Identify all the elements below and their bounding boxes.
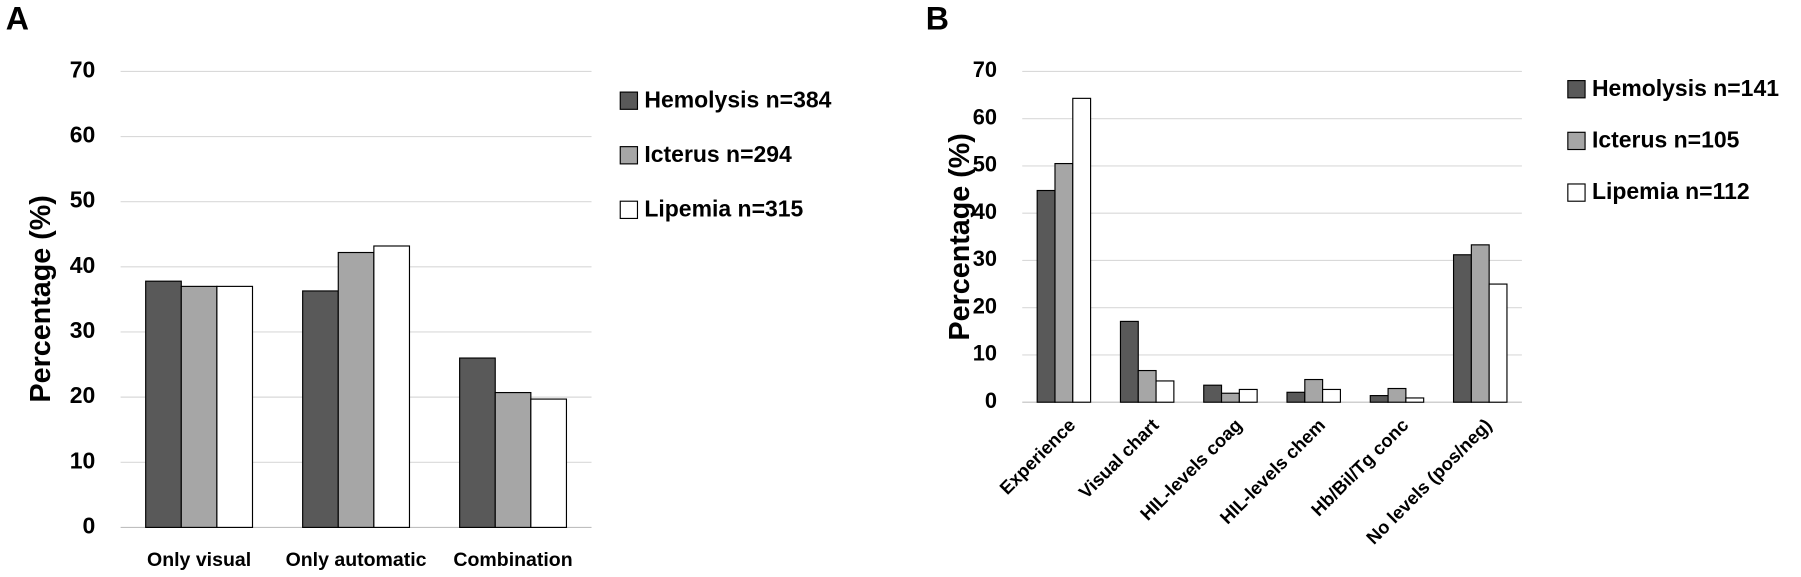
bar — [1137, 369, 1157, 403]
bar — [1322, 388, 1341, 403]
legend-swatch — [619, 146, 639, 165]
y-tick-label: 70 — [70, 56, 96, 82]
bar — [302, 290, 339, 528]
bar — [1155, 380, 1175, 403]
x-tick-label: Experience — [995, 414, 1079, 498]
legend-label: Lipemia n=315 — [644, 195, 803, 221]
y-axis-label: Percentage (%) — [944, 133, 976, 340]
bar — [373, 245, 411, 528]
bar — [1238, 388, 1258, 403]
y-axis-label: Percentage (%) — [25, 195, 57, 402]
bar — [1119, 320, 1139, 403]
bar — [180, 285, 218, 528]
bar — [145, 280, 182, 528]
y-tick-label: 10 — [70, 447, 96, 473]
y-tick-label: 50 — [70, 187, 96, 213]
legend-swatch — [619, 91, 639, 110]
x-tick-label: Combination — [453, 549, 572, 571]
bar — [1304, 378, 1324, 403]
bar — [337, 251, 375, 528]
y-tick-label: 70 — [973, 57, 997, 82]
bar — [216, 285, 254, 528]
bar — [1488, 283, 1508, 403]
bar — [459, 357, 496, 528]
legend-swatch — [1567, 80, 1586, 99]
bar — [1054, 162, 1074, 403]
legend-label: Lipemia n=112 — [1592, 178, 1750, 204]
y-tick-label: 0 — [83, 512, 96, 538]
legend-label: Icterus n=294 — [644, 141, 792, 167]
panel-label: A — [6, 0, 29, 36]
y-tick-label: 20 — [70, 382, 96, 408]
legend-swatch — [1567, 183, 1586, 202]
legend-swatch — [619, 200, 639, 220]
y-tick-label: 40 — [70, 252, 96, 278]
bar — [1203, 384, 1223, 403]
bar — [530, 398, 568, 528]
x-tick-label: Only automatic — [286, 549, 427, 571]
legend-label: Hemolysis n=141 — [1592, 75, 1779, 101]
bar — [1369, 395, 1389, 403]
bar — [1452, 254, 1472, 403]
bar — [494, 391, 532, 528]
y-tick-label: 30 — [70, 317, 96, 343]
y-tick-label: 20 — [973, 293, 997, 318]
bar — [1036, 189, 1056, 403]
bar — [1072, 97, 1092, 403]
panel-label: B — [926, 0, 949, 36]
x-tick-label: Visual chart — [1074, 414, 1162, 502]
bar — [1286, 391, 1306, 403]
y-tick-label: 60 — [70, 122, 96, 148]
y-tick-label: 10 — [973, 341, 997, 366]
y-tick-label: 30 — [973, 246, 997, 271]
bar — [1387, 387, 1407, 403]
y-tick-label: 60 — [973, 104, 997, 129]
legend-label: Hemolysis n=384 — [644, 86, 831, 112]
y-tick-label: 0 — [985, 388, 997, 413]
legend-label: Icterus n=105 — [1592, 127, 1740, 153]
y-tick-label: 50 — [973, 152, 997, 177]
y-tick-label: 40 — [973, 199, 997, 224]
x-tick-label: Only visual — [147, 549, 251, 571]
bar — [1220, 392, 1240, 403]
bar — [1405, 397, 1425, 403]
legend-swatch — [1567, 131, 1586, 151]
bar — [1470, 244, 1490, 403]
